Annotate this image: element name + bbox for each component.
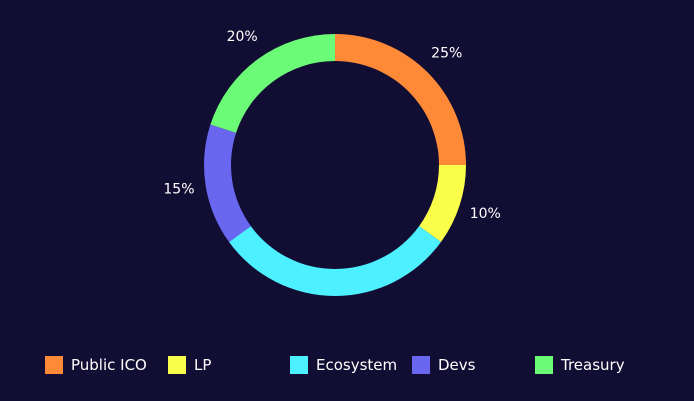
donut-slices <box>204 34 466 296</box>
legend-item-ecosystem[interactable]: Ecosystem <box>290 354 397 376</box>
slice-public-ico[interactable] <box>335 34 466 165</box>
slice-lp[interactable] <box>419 165 466 242</box>
legend-item-public-ico[interactable]: Public ICO <box>45 354 147 376</box>
legend-swatch-treasury <box>535 356 553 374</box>
slice-labels: 25% 10% 15% 20% <box>163 29 500 222</box>
legend-item-lp[interactable]: LP <box>168 354 211 376</box>
legend-swatch-ecosystem <box>290 356 308 374</box>
chart-legend: Public ICO LP Ecosystem Devs Treasury <box>0 354 694 376</box>
legend-swatch-devs <box>412 356 430 374</box>
slice-label-devs: 15% <box>163 182 194 198</box>
slice-label-public-ico: 25% <box>431 45 462 61</box>
legend-label-devs: Devs <box>438 356 476 374</box>
slice-label-lp: 10% <box>470 206 501 222</box>
slice-treasury[interactable] <box>210 34 335 133</box>
slice-label-treasury: 20% <box>227 29 258 45</box>
legend-item-treasury[interactable]: Treasury <box>535 354 625 376</box>
legend-label-treasury: Treasury <box>561 356 625 374</box>
legend-label-public-ico: Public ICO <box>71 356 147 374</box>
legend-item-devs[interactable]: Devs <box>412 354 475 376</box>
legend-label-lp: LP <box>194 356 212 374</box>
slice-ecosystem[interactable] <box>229 226 441 296</box>
legend-swatch-lp <box>168 356 186 374</box>
legend-label-ecosystem: Ecosystem <box>316 356 398 374</box>
slice-devs[interactable] <box>204 124 251 242</box>
legend-swatch-public-ico <box>45 356 63 374</box>
